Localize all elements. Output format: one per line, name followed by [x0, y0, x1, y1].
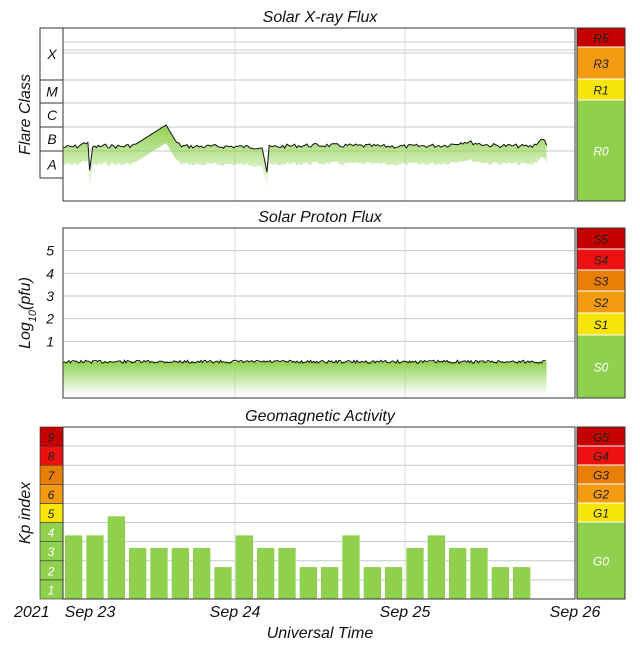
proton-ylabel: Log10(pfu) [17, 277, 39, 349]
kp-bar [214, 567, 232, 599]
flare-class-x-label: X [46, 46, 57, 62]
kp-bar [65, 535, 83, 599]
kp-level-label: 2 [47, 564, 55, 578]
kp-bar [150, 547, 168, 599]
proton-tick-label: 3 [46, 288, 54, 304]
kp-bar [427, 535, 445, 599]
kp-level-label: 1 [48, 583, 55, 597]
kp-bar [257, 547, 275, 599]
proton-scale-label: S2 [594, 296, 609, 310]
kp-bar [171, 547, 189, 599]
kp-bar [513, 567, 531, 599]
proton-scale-label: S0 [594, 361, 609, 375]
proton-frame [62, 227, 576, 399]
xray-frame [62, 27, 576, 202]
kp-bar [86, 535, 104, 599]
x-tick-label: Sep 23 [65, 604, 116, 621]
kp-bar [107, 516, 125, 599]
kp-scale-label: G4 [593, 450, 609, 464]
kp-level-label: 6 [48, 488, 55, 502]
kp-level-label: 7 [48, 469, 56, 483]
kp-title: Geomagnetic Activity [245, 408, 396, 425]
kp-scale-label: G1 [593, 507, 609, 521]
proton-tick-label: 2 [45, 311, 54, 327]
proton-scale-label: S4 [594, 254, 609, 268]
xray-title: Solar X-ray Flux [263, 9, 379, 26]
kp-level-label: 9 [48, 431, 55, 445]
kp-bar [449, 547, 467, 599]
x-tick-label: Sep 25 [380, 604, 431, 621]
x-tick-label: Sep 26 [550, 604, 601, 621]
proton-scale-label: S1 [594, 318, 609, 332]
flare-class-m-label: M [46, 84, 58, 100]
kp-bar [278, 547, 296, 599]
kp-level-label: 5 [48, 507, 55, 521]
kp-bar [470, 547, 488, 599]
kp-level-label: 3 [48, 545, 55, 559]
kp-bar [491, 567, 509, 599]
flare-class-c-label: C [47, 107, 58, 123]
flare-class-b-label: B [47, 131, 56, 147]
x-axis-year: 2021 [13, 604, 50, 621]
flare-class-a-label: A [46, 157, 56, 173]
kp-bar [363, 567, 381, 599]
kp-scale-frame [576, 426, 626, 600]
xray-flux-line [62, 124, 548, 173]
kp-bar [321, 567, 339, 599]
kp-bar [299, 567, 317, 599]
proton-scale-frame [576, 227, 626, 399]
xray-flux-fill [63, 125, 547, 191]
kp-scale-label: G0 [593, 555, 609, 569]
proton-tick-label: 1 [46, 333, 54, 349]
kp-ylabel: Kp index [17, 481, 34, 544]
xray-scale-label: R1 [593, 84, 608, 98]
kp-bar [342, 535, 360, 599]
kp-level-label: 4 [48, 526, 55, 540]
kp-bar [235, 535, 253, 599]
kp-scale-label: G2 [593, 488, 609, 502]
proton-title: Solar Proton Flux [258, 209, 383, 226]
xray-scale-r3 [576, 46, 626, 80]
xray-scale-frame [576, 27, 626, 202]
proton-flux-line [62, 359, 546, 364]
proton-scale-label: S5 [594, 233, 609, 247]
kp-scale-label: G3 [593, 469, 609, 483]
kp-bar [193, 547, 211, 599]
kp-bar [406, 547, 424, 599]
kp-bar [129, 547, 147, 599]
proton-tick-label: 4 [46, 265, 54, 281]
x-tick-label: Sep 24 [210, 604, 261, 621]
xray-scale-label: R5 [593, 32, 609, 46]
proton-flux-fill [63, 361, 547, 395]
kp-bar [385, 567, 403, 599]
x-axis-label: Universal Time [267, 625, 374, 642]
proton-scale-label: S3 [594, 275, 609, 289]
kp-level-label: 8 [48, 450, 55, 464]
kp-scale-label: G5 [593, 431, 609, 445]
xray-scale-label: R0 [593, 145, 609, 159]
kp-frame [62, 426, 576, 600]
proton-tick-label: 5 [46, 243, 54, 259]
xray-ylabel: Flare Class [17, 74, 34, 155]
xray-scale-label: R3 [593, 57, 609, 71]
